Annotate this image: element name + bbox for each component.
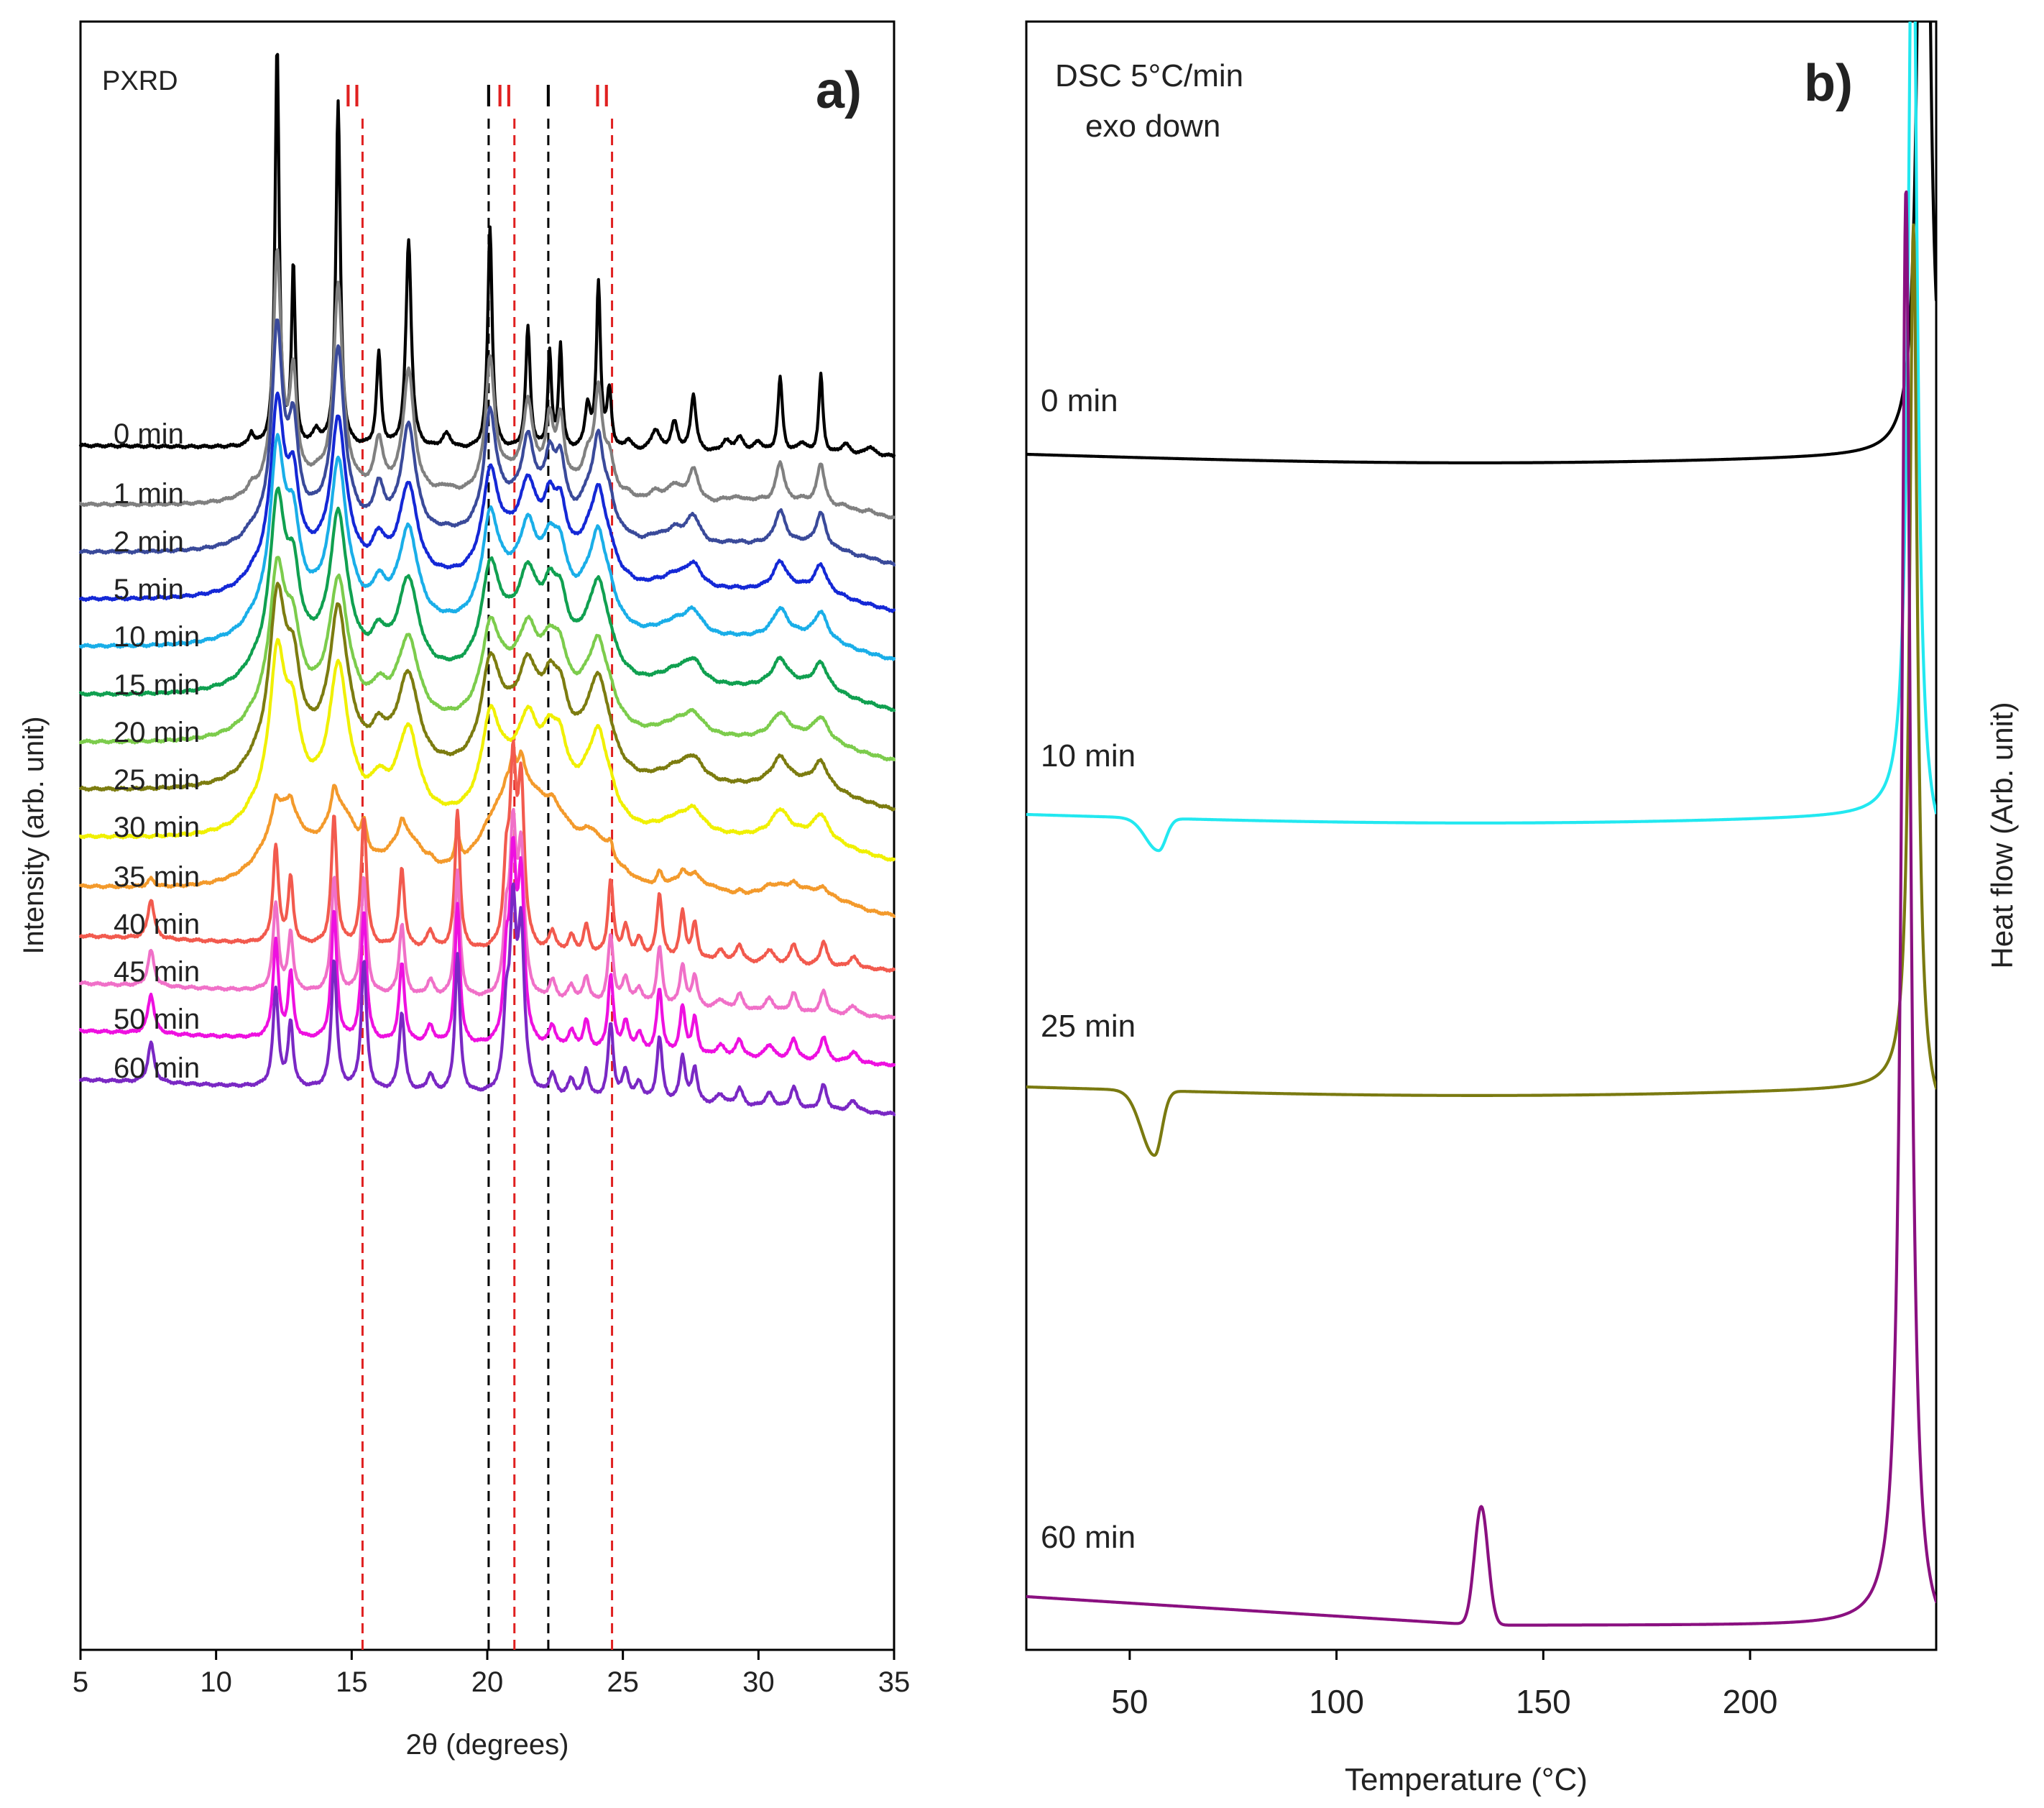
pxrd-trace [78, 835, 896, 1068]
pxrd-trace [78, 486, 896, 712]
panel-b-label: b) [1804, 55, 1853, 112]
reference-line-label: II [344, 78, 361, 114]
dsc-trace [1026, 22, 1936, 464]
dsc-trace [1026, 223, 1936, 1157]
dsc-annotation-rate: DSC 5°C/min [1055, 58, 1243, 93]
pxrd-trace-label: 5 min [114, 574, 184, 605]
pxrd-trace [78, 739, 896, 973]
pxrd-x-tick-label: 35 [878, 1666, 911, 1698]
dsc-trace [1026, 190, 1936, 1627]
pxrd-x-tick-label: 30 [742, 1666, 775, 1698]
pxrd-x-axis: 5 10 15 20 25 30 35 [73, 1650, 910, 1698]
pxrd-trace [78, 52, 896, 459]
pxrd-y-axis-label: Intensity (arb. unit) [18, 716, 50, 954]
pxrd-trace-label: 35 min [114, 861, 200, 893]
pxrd-x-tick-label: 20 [471, 1666, 504, 1698]
dsc-x-tick-label: 50 [1111, 1683, 1148, 1720]
pxrd-trace [78, 638, 896, 862]
pxrd-x-tick-label: 25 [607, 1666, 639, 1698]
pxrd-trace [78, 556, 896, 762]
pxrd-trace-label: 30 min [114, 812, 200, 843]
pxrd-trace-label: 2 min [114, 526, 184, 558]
dsc-trace-label: 60 min [1041, 1520, 1136, 1555]
dsc-x-tick-label: 200 [1723, 1683, 1778, 1720]
dsc-annotation-exo: exo down [1085, 109, 1220, 144]
dsc-traces: 0 min 10 min 25 min 60 min [1026, 22, 1936, 1627]
pxrd-trace-label: 1 min [114, 478, 184, 510]
pxrd-annotation: PXRD [102, 66, 178, 96]
pxrd-reference-lines: II I II I II [344, 78, 614, 1650]
pxrd-trace-label: 10 min [114, 621, 200, 653]
pxrd-trace [78, 318, 896, 566]
dsc-x-tick-label: 100 [1309, 1683, 1364, 1720]
pxrd-x-tick-label: 5 [73, 1666, 88, 1698]
pxrd-trace-label: 25 min [114, 764, 200, 796]
pxrd-trace-label: 50 min [114, 1004, 200, 1035]
reference-line-label: II [496, 78, 513, 114]
pxrd-trace-label: 15 min [114, 669, 200, 701]
pxrd-trace [78, 882, 896, 1116]
dsc-trace [1026, 22, 1936, 853]
pxrd-trace [78, 749, 896, 918]
pxrd-trace [78, 248, 896, 520]
dsc-trace-label: 0 min [1041, 383, 1118, 418]
reference-line-label: II [593, 78, 610, 114]
pxrd-traces: 0 min 1 min 2 min 5 min 10 min 15 min 20 min 25… [78, 52, 896, 1116]
dsc-x-tick-label: 150 [1516, 1683, 1571, 1720]
pxrd-trace [78, 391, 896, 613]
pxrd-trace-label: 40 min [114, 909, 200, 940]
dsc-y-axis-label: Heat flow (Arb. unit) [1985, 702, 2019, 968]
reference-line-label: I [484, 78, 493, 114]
panel-a-label: a) [816, 62, 862, 119]
dsc-x-axis: 50 100 150 200 [1111, 1650, 1777, 1720]
pxrd-trace [78, 433, 896, 661]
dsc-trace-label: 10 min [1041, 738, 1136, 774]
pxrd-x-axis-label: 2θ (degrees) [406, 1729, 569, 1761]
pxrd-trace [78, 582, 896, 812]
dsc-x-axis-label: Temperature (°C) [1345, 1762, 1588, 1797]
dsc-panel: 0 min 10 min 25 min 60 min 50 100 150 200 DSC … [1025, 20, 2019, 1797]
pxrd-trace [78, 807, 896, 1020]
pxrd-x-tick-label: 15 [336, 1666, 368, 1698]
dsc-frame [1025, 20, 1938, 1651]
pxrd-trace-label: 45 min [114, 956, 200, 988]
dsc-trace-label: 25 min [1041, 1009, 1136, 1044]
pxrd-trace-label: 0 min [114, 418, 184, 450]
pxrd-trace-label: 60 min [114, 1052, 200, 1084]
reference-line-label: I [544, 78, 553, 114]
pxrd-x-tick-label: 10 [200, 1666, 232, 1698]
pxrd-trace-label: 20 min [114, 717, 200, 748]
